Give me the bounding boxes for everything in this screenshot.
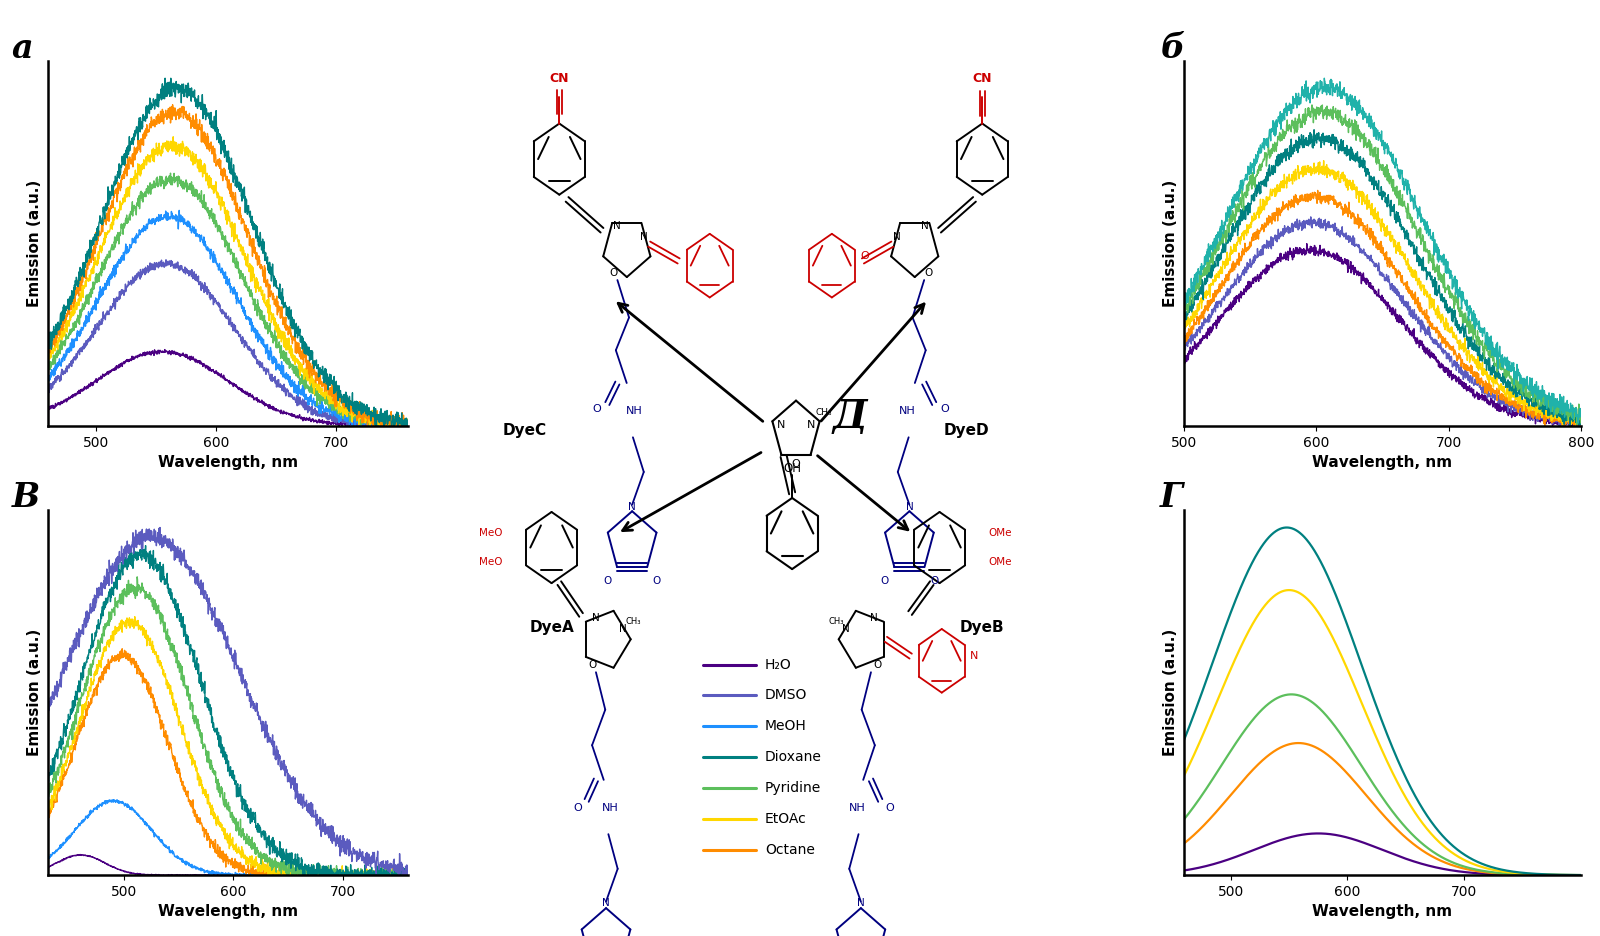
Text: DyeD: DyeD <box>944 423 989 438</box>
Text: CH₃: CH₃ <box>814 408 832 417</box>
Text: Г: Г <box>1160 481 1182 514</box>
Text: N: N <box>893 231 901 241</box>
Text: Д: Д <box>834 398 867 435</box>
Text: N: N <box>602 899 610 909</box>
Text: N: N <box>920 221 928 231</box>
Text: Pyridine: Pyridine <box>765 782 821 795</box>
Text: O: O <box>861 251 869 261</box>
Text: O: O <box>653 577 661 587</box>
Text: N: N <box>858 899 864 909</box>
Y-axis label: Emission (a.u.): Emission (a.u.) <box>27 629 43 756</box>
Text: N: N <box>592 613 600 623</box>
Text: O: O <box>885 803 894 813</box>
Text: N: N <box>970 651 979 661</box>
Text: O: O <box>594 404 602 415</box>
Text: N: N <box>906 502 914 512</box>
Text: NH: NH <box>848 803 866 813</box>
Text: б: б <box>1160 32 1184 65</box>
Text: O: O <box>939 404 949 415</box>
Text: O: O <box>603 577 611 587</box>
Text: CN: CN <box>973 72 992 85</box>
Text: NH: NH <box>626 406 643 417</box>
Text: O: O <box>930 577 938 587</box>
Text: N: N <box>629 502 637 512</box>
Text: DyeA: DyeA <box>530 620 574 635</box>
Text: EtOAc: EtOAc <box>765 812 806 826</box>
Text: O: O <box>589 660 597 670</box>
Text: H₂O: H₂O <box>765 658 792 671</box>
Text: OMe: OMe <box>989 557 1011 567</box>
Text: N: N <box>842 623 850 634</box>
Text: N: N <box>808 419 816 430</box>
Text: MeOH: MeOH <box>765 720 806 733</box>
Text: MeO: MeO <box>478 557 502 567</box>
Text: NH: NH <box>899 406 915 417</box>
Text: DyeC: DyeC <box>502 423 547 438</box>
Text: CH₃: CH₃ <box>829 617 843 626</box>
Text: N: N <box>776 419 784 430</box>
Y-axis label: Emission (a.u.): Emission (a.u.) <box>1163 180 1179 307</box>
Text: O: O <box>573 803 582 813</box>
Y-axis label: Emission (a.u.): Emission (a.u.) <box>27 180 43 307</box>
Text: O: O <box>925 268 933 278</box>
X-axis label: Wavelength, nm: Wavelength, nm <box>1312 904 1453 919</box>
Text: OMe: OMe <box>989 528 1011 538</box>
Text: N: N <box>613 221 621 231</box>
Text: O: O <box>880 577 888 587</box>
X-axis label: Wavelength, nm: Wavelength, nm <box>1312 455 1453 470</box>
Text: OH: OH <box>782 461 802 475</box>
Text: O: O <box>874 660 882 670</box>
Text: N: N <box>619 623 627 634</box>
Y-axis label: Emission (a.u.): Emission (a.u.) <box>1163 629 1179 756</box>
Text: N: N <box>869 613 877 623</box>
Text: O: O <box>792 459 800 469</box>
Text: N: N <box>640 231 648 241</box>
Text: O: O <box>610 268 618 278</box>
Text: Octane: Octane <box>765 843 814 856</box>
Text: CN: CN <box>549 72 570 85</box>
Text: а: а <box>13 32 34 65</box>
Text: DMSO: DMSO <box>765 689 808 702</box>
Text: CH₃: CH₃ <box>626 617 642 626</box>
X-axis label: Wavelength, nm: Wavelength, nm <box>158 904 298 919</box>
Text: В: В <box>13 481 40 514</box>
Text: NH: NH <box>602 803 618 813</box>
Text: Dioxane: Dioxane <box>765 751 822 764</box>
Text: MeO: MeO <box>478 528 502 538</box>
X-axis label: Wavelength, nm: Wavelength, nm <box>158 455 298 470</box>
Text: DyeB: DyeB <box>960 620 1005 635</box>
